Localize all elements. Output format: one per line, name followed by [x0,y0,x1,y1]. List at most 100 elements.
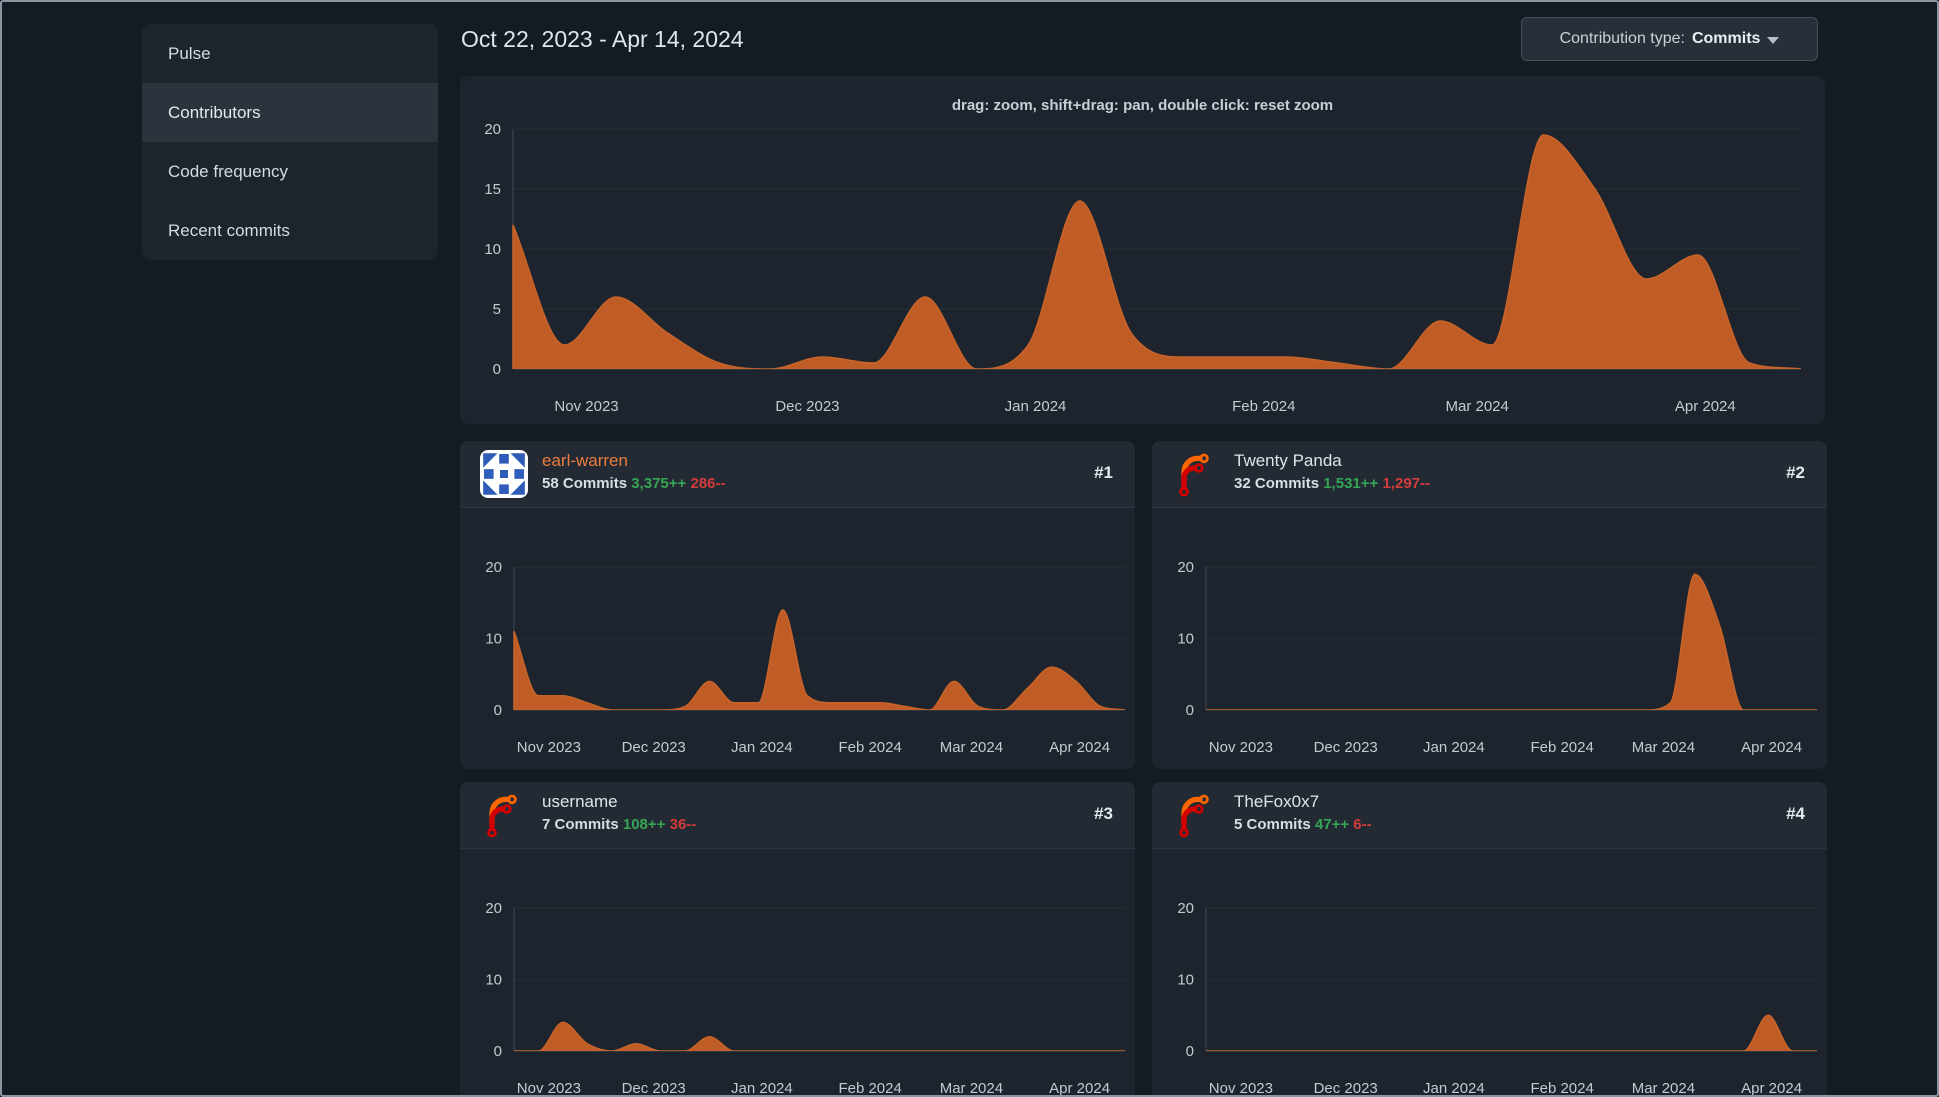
activity-sidebar: Pulse Contributors Code frequency Recent… [142,24,438,260]
svg-text:Dec 2023: Dec 2023 [1314,1080,1378,1097]
svg-text:Mar 2024: Mar 2024 [1446,398,1509,415]
svg-text:Nov 2023: Nov 2023 [517,1080,581,1097]
svg-text:15: 15 [484,181,501,198]
svg-text:Apr 2024: Apr 2024 [1741,739,1802,756]
username-chart[interactable]: 0 10 20 Nov 2023 Dec 2023 Jan 2024 Feb 2024 Mar… [460,848,1135,1097]
contributor-name-link[interactable]: earl-warren [542,451,628,470]
earl-warren-identicon-avatar [480,450,528,498]
contribution-type-label: Contribution type: [1559,30,1685,47]
svg-text:20: 20 [1177,900,1194,917]
contributor-stats: 7 Commits 108++ 36-- [542,816,696,833]
date-range-title: Oct 22, 2023 - Apr 14, 2024 [461,26,744,52]
deletions-count: 6 [1353,816,1362,834]
svg-text:Jan 2024: Jan 2024 [731,739,793,756]
additions-count: 47 [1314,816,1332,834]
plus-suffix: ++ [647,816,666,834]
commit-count: 32 [1234,475,1251,493]
rank-badge: #3 [1094,804,1113,823]
rank-badge: #4 [1786,804,1805,823]
contributor-card-header: username 7 Commits 108++ 36-- #3 [460,782,1135,849]
svg-text:Mar 2024: Mar 2024 [1632,1080,1695,1097]
svg-text:20: 20 [485,900,502,917]
svg-text:Apr 2024: Apr 2024 [1049,739,1110,756]
svg-text:Dec 2023: Dec 2023 [1314,739,1378,756]
svg-text:Jan 2024: Jan 2024 [1423,739,1485,756]
svg-text:Feb 2024: Feb 2024 [1530,1080,1593,1097]
forgejo-logo-avatar [1179,794,1209,838]
contributor-card-header: earl-warren 58 Commits 3,375++ 286-- #1 [460,441,1135,508]
svg-text:0: 0 [1186,702,1194,719]
contributor-card-header: TheFox0x7 5 Commits 47++ 6-- #4 [1152,782,1827,849]
plus-suffix: ++ [668,475,687,493]
svg-text:Feb 2024: Feb 2024 [838,739,901,756]
svg-text:20: 20 [1177,559,1194,576]
commits-word: Commits [554,816,619,834]
svg-text:Jan 2024: Jan 2024 [1423,1080,1485,1097]
minus-suffix: -- [1361,816,1372,834]
svg-text:5: 5 [493,301,501,318]
svg-text:Mar 2024: Mar 2024 [940,739,1003,756]
contributor-stats: 32 Commits 1,531++ 1,297-- [1234,475,1430,492]
deletions-count: 1,297 [1382,475,1421,493]
earl-warren-chart[interactable]: 0 10 20 Nov 2023 Dec 2023 Jan 2024 Feb 2024 Mar… [460,507,1135,769]
svg-text:Mar 2024: Mar 2024 [940,1080,1003,1097]
contributor-name: username [542,792,618,811]
additions-count: 3,375 [631,475,669,493]
contributor-card: Twenty Panda 32 Commits 1,531++ 1,297-- … [1152,441,1827,769]
svg-text:0: 0 [493,361,501,378]
plus-suffix: ++ [1360,475,1379,493]
contributor-card: earl-warren 58 Commits 3,375++ 286-- #1 … [460,441,1135,769]
contribution-type-value: Commits [1691,30,1761,47]
svg-text:10: 10 [1177,631,1194,648]
commit-count: 5 [1234,816,1243,834]
minus-suffix: -- [1420,475,1431,493]
svg-text:10: 10 [485,972,502,989]
svg-text:Nov 2023: Nov 2023 [554,398,618,415]
contributor-card: TheFox0x7 5 Commits 47++ 6-- #4 0 10 20 Nov… [1152,782,1827,1097]
svg-text:20: 20 [485,559,502,576]
minus-suffix: -- [715,475,726,493]
forgejo-logo-avatar [487,794,517,838]
svg-text:Feb 2024: Feb 2024 [838,1080,901,1097]
svg-text:Jan 2024: Jan 2024 [731,1080,793,1097]
svg-text:Dec 2023: Dec 2023 [622,739,686,756]
svg-text:Feb 2024: Feb 2024 [1232,398,1295,415]
svg-text:0: 0 [494,1043,502,1060]
plus-suffix: ++ [1331,816,1350,834]
minus-suffix: -- [686,816,697,834]
contributor-card: username 7 Commits 108++ 36-- #3 0 10 20 No… [460,782,1135,1097]
commits-word: Commits [562,475,628,493]
contributor-name: TheFox0x7 [1234,792,1320,811]
svg-text:10: 10 [1177,972,1194,989]
deletions-count: 36 [669,816,687,834]
commit-count: 7 [542,816,551,834]
contributor-stats: 58 Commits 3,375++ 286-- [542,475,726,492]
twenty-panda-chart[interactable]: 0 10 20 Nov 2023 Dec 2023 Jan 2024 Feb 2024 Mar… [1152,507,1827,769]
chart-zoom-hint: drag: zoom, shift+drag: pan, double clic… [951,97,1334,114]
svg-text:Apr 2024: Apr 2024 [1741,1080,1802,1097]
contributor-card-header: Twenty Panda 32 Commits 1,531++ 1,297-- … [1152,441,1827,508]
svg-text:Mar 2024: Mar 2024 [1632,739,1695,756]
commits-word: Commits [1246,816,1311,834]
forgejo-logo-avatar [1179,453,1209,497]
deletions-count: 286 [690,475,716,493]
overall-contributions-chart[interactable]: 0 5 10 15 20 Nov 2023 Dec 2023 Jan 2024 Feb 2024… [460,76,1825,424]
svg-text:Nov 2023: Nov 2023 [1209,1080,1273,1097]
svg-text:Dec 2023: Dec 2023 [775,398,839,415]
sidebar-item-contributors[interactable]: Contributors [142,83,438,142]
thefox0x7-chart[interactable]: 0 10 20 Nov 2023 Dec 2023 Jan 2024 Feb 2024 Mar… [1152,848,1827,1097]
additions-count: 108 [622,816,648,834]
svg-text:0: 0 [1186,1043,1194,1060]
chevron-down-icon [1767,36,1780,44]
contribution-type-dropdown[interactable]: Contribution type: Commits [1521,17,1818,61]
sidebar-item-pulse[interactable]: Pulse [168,43,211,63]
svg-text:Nov 2023: Nov 2023 [517,739,581,756]
sidebar-item-recent-commits[interactable]: Recent commits [168,220,290,240]
contributor-stats: 5 Commits 47++ 6-- [1234,816,1372,833]
svg-text:Nov 2023: Nov 2023 [1209,739,1273,756]
svg-text:10: 10 [484,241,501,258]
svg-text:Apr 2024: Apr 2024 [1675,398,1736,415]
commit-count: 58 [542,475,559,493]
sidebar-item-code-frequency[interactable]: Code frequency [168,161,289,181]
